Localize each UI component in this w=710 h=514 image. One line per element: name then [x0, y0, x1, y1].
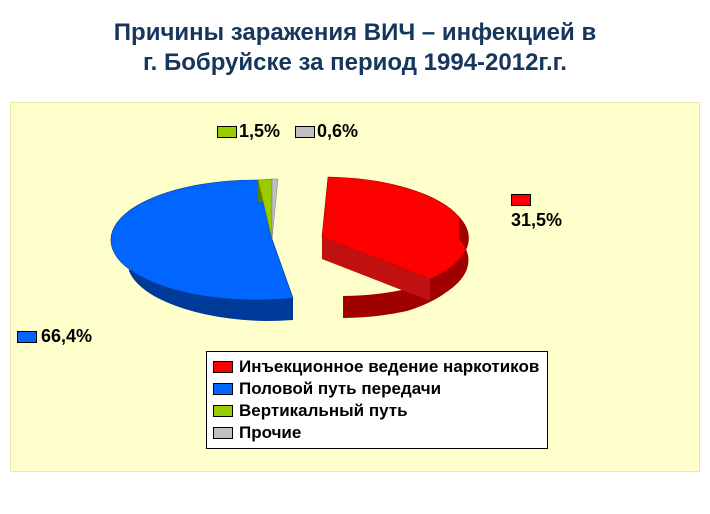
chart-title: Причины заражения ВИЧ – инфекцией в г. Б… [0, 0, 710, 88]
label-green-text: 1,5% [239, 121, 280, 141]
legend-swatch-0 [213, 361, 233, 373]
legend-swatch-1 [213, 383, 233, 395]
legend-swatch-2 [213, 405, 233, 417]
label-red: 31,5% [511, 189, 562, 231]
label-blue-swatch [17, 331, 37, 343]
label-red-text: 31,5% [511, 210, 562, 230]
legend-item-2: Вертикальный путь [213, 400, 539, 422]
label-green-swatch [217, 126, 237, 138]
slice-blue-side2 [266, 298, 293, 321]
title-line-1: Причины заражения ВИЧ – инфекцией в [20, 18, 690, 48]
label-grey-swatch [295, 126, 315, 138]
slice-red-side2 [343, 289, 407, 318]
slice-grey [272, 179, 278, 239]
slice-red [322, 177, 468, 318]
pie-chart: 1,5% 0,6% 31,5% 66,4% [61, 121, 491, 331]
legend-item-0: Инъекционное ведение наркотиков [213, 356, 539, 378]
slice-grey-top [272, 179, 278, 239]
label-grey-text: 0,6% [317, 121, 358, 141]
legend: Инъекционное ведение наркотиков Половой … [206, 351, 548, 449]
legend-label-1: Половой путь передачи [239, 379, 441, 399]
pie-svg [61, 121, 491, 331]
label-blue: 66,4% [17, 326, 92, 347]
legend-swatch-3 [213, 427, 233, 439]
title-line-2: г. Бобруйске за период 1994-2012г.г. [20, 48, 690, 78]
legend-label-2: Вертикальный путь [239, 401, 408, 421]
label-green: 1,5% [217, 121, 280, 142]
legend-item-3: Прочие [213, 422, 539, 444]
chart-area: 1,5% 0,6% 31,5% 66,4% Инъекционное веден… [10, 102, 700, 472]
label-blue-text: 66,4% [41, 326, 92, 346]
legend-label-0: Инъекционное ведение наркотиков [239, 357, 539, 377]
label-grey: 0,6% [295, 121, 358, 142]
legend-label-3: Прочие [239, 423, 301, 443]
legend-item-1: Половой путь передачи [213, 378, 539, 400]
label-red-swatch [511, 194, 531, 206]
